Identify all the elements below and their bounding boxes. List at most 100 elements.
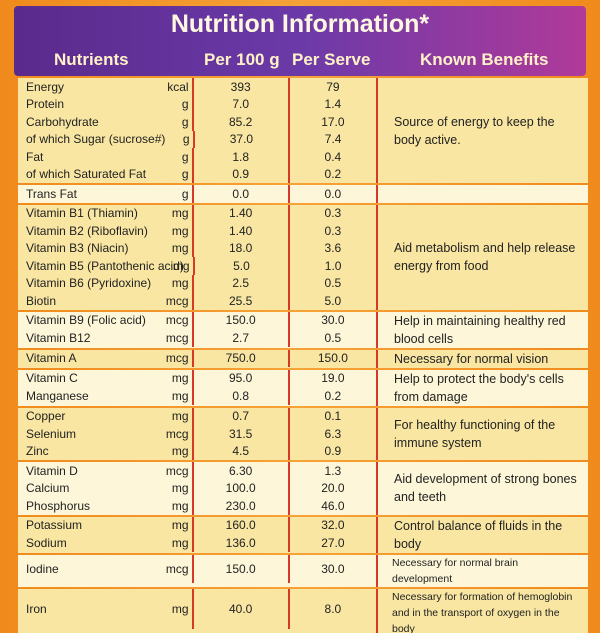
column-header: Known Benefits	[420, 50, 549, 69]
benefit: Necessary for normal brain development	[376, 554, 588, 587]
per-serve: 30.0	[321, 313, 345, 328]
per-serve: 27.0	[321, 535, 345, 550]
row-group: Iodine mcg 150.0 30.0 Necessary for normal b…	[18, 554, 588, 587]
benefit	[376, 185, 588, 203]
unit: g	[181, 114, 189, 129]
nutrient-name: Zinc	[26, 444, 49, 459]
per-100g: 160.0	[191, 516, 290, 534]
per-100g: 1.40	[191, 222, 290, 240]
nutrient-name: Vitamin B2 (Riboflavin)	[26, 223, 148, 238]
nutrient-row: Vitamin B9 (Folic acid) mcg 150.0 30.0	[18, 311, 376, 329]
per-100g: 6.30	[191, 462, 290, 480]
unit: kcal	[167, 79, 189, 94]
row-group: Vitamin A mcg 750.0 150.0 Necessary for norm…	[18, 349, 588, 368]
per-100g: 0.7	[191, 407, 290, 425]
rows: Energy kcal 393 79 Protein g 7.0 1.4 Carbohydrat…	[18, 78, 376, 183]
row-group: Trans Fat g 0.0 0.0	[18, 185, 588, 203]
row-group: Iron mg 40.0 8.0 Necessary for formation of …	[18, 588, 588, 633]
unit: mcg	[165, 463, 189, 478]
nutrient-name: Vitamin B12	[26, 330, 91, 345]
per-serve: 0.5	[324, 330, 342, 345]
column-header: Per Serve	[292, 50, 371, 69]
nutrient-name: of which Sugar (sucrose#)	[26, 132, 166, 147]
nutrient-row: Calcium mg 100.0 20.0	[18, 479, 376, 497]
nutrient-row: Carbohydrate g 85.2 17.0	[18, 113, 376, 131]
per-serve: 5.0	[324, 293, 342, 308]
per-100g: 4.5	[191, 442, 290, 460]
nutrient-row: Vitamin B12 mcg 2.7 0.5	[18, 329, 376, 347]
nutrient-name: Vitamin B9 (Folic acid)	[26, 313, 146, 328]
per-serve: 3.6	[324, 241, 342, 256]
column-header: Per 100 g	[204, 50, 280, 69]
nutrient-name: Calcium	[26, 481, 70, 496]
per-serve: 0.3	[324, 223, 342, 238]
per-serve: 17.0	[321, 114, 345, 129]
unit: g	[182, 132, 190, 147]
nutrient-name: Vitamin B5 (Pantothenic acid)	[26, 258, 184, 273]
nutrition-table: Energy kcal 393 79 Protein g 7.0 1.4 Carbohydrat…	[18, 78, 588, 633]
nutrient-row: Energy kcal 393 79	[18, 78, 376, 96]
per-100g: 393	[191, 78, 290, 96]
unit: g	[181, 167, 189, 182]
unit: mcg	[165, 561, 189, 576]
per-100g: 37.0	[192, 130, 291, 148]
per-serve: 0.2	[324, 388, 342, 403]
nutrient-row: Protein g 7.0 1.4	[18, 95, 376, 113]
nutrient-row: Iron mg 40.0 8.0	[18, 588, 376, 629]
nutrient-row: Fat g 1.8 0.4	[18, 148, 376, 166]
per-serve: 79	[326, 79, 340, 94]
per-100g: 2.5	[191, 274, 290, 292]
per-serve: 0.2	[324, 167, 342, 182]
per-serve: 19.0	[321, 371, 345, 386]
unit: mg	[171, 388, 189, 403]
unit: mg	[171, 206, 189, 221]
per-serve: 1.0	[324, 258, 342, 273]
per-serve: 1.3	[324, 463, 342, 478]
per-serve: 8.0	[324, 601, 342, 616]
per-100g: 136.0	[191, 534, 290, 552]
nutrient-name: Vitamin B1 (Thiamin)	[26, 206, 138, 221]
nutrient-row: Iodine mcg 150.0 30.0	[18, 554, 376, 583]
rows: Trans Fat g 0.0 0.0	[18, 185, 376, 203]
nutrient-row: Phosphorus mg 230.0 46.0	[18, 497, 376, 515]
benefit: Help in maintaining healthy red blood ce…	[376, 311, 588, 348]
nutrient-row: Vitamin B2 (Riboflavin) mg 1.40 0.3	[18, 222, 376, 240]
nutrient-row: of which Saturated Fat g 0.9 0.2	[18, 165, 376, 183]
per-serve: 0.4	[324, 149, 342, 164]
benefit: Aid metabolism and help release energy f…	[376, 204, 588, 310]
per-100g: 100.0	[191, 479, 290, 497]
per-100g: 750.0	[191, 349, 290, 367]
row-group: Vitamin B1 (Thiamin) mg 1.40 0.3 Vitamin B2 …	[18, 204, 588, 310]
nutrient-name: Vitamin D	[26, 463, 78, 478]
per-100g: 7.0	[191, 95, 290, 113]
per-100g: 25.5	[191, 292, 290, 310]
unit: mg	[171, 518, 189, 533]
per-serve: 6.3	[324, 426, 342, 441]
unit: mg	[171, 498, 189, 513]
per-100g: 230.0	[191, 497, 290, 515]
nutrient-name: Vitamin C	[26, 371, 78, 386]
unit: mg	[171, 444, 189, 459]
rows: Vitamin C mg 95.0 19.0 Manganese mg 0.8 0.2	[18, 369, 376, 406]
per-100g: 0.9	[191, 165, 290, 183]
header: Nutrition Information* Nutrients Per 100…	[14, 6, 586, 76]
row-group: Vitamin B9 (Folic acid) mcg 150.0 30.0 Vitam…	[18, 311, 588, 348]
per-100g: 95.0	[191, 369, 290, 387]
per-serve: 0.5	[324, 276, 342, 291]
nutrient-name: Protein	[26, 97, 65, 112]
unit: mg	[171, 481, 189, 496]
benefit: For healthy functioning of the immune sy…	[376, 407, 588, 460]
nutrient-name: Sodium	[26, 535, 67, 550]
per-100g: 0.8	[191, 387, 290, 405]
unit: g	[181, 186, 189, 201]
nutrient-row: Manganese mg 0.8 0.2	[18, 387, 376, 405]
row-group: Energy kcal 393 79 Protein g 7.0 1.4 Carbohydrat…	[18, 78, 588, 183]
per-100g: 1.40	[191, 204, 290, 222]
nutrient-row: Vitamin B6 (Pyridoxine) mg 2.5 0.5	[18, 274, 376, 292]
nutrient-name: Fat	[26, 149, 44, 164]
nutrient-name: Trans Fat	[26, 186, 77, 201]
unit: g	[181, 149, 189, 164]
unit: mg	[172, 258, 190, 273]
